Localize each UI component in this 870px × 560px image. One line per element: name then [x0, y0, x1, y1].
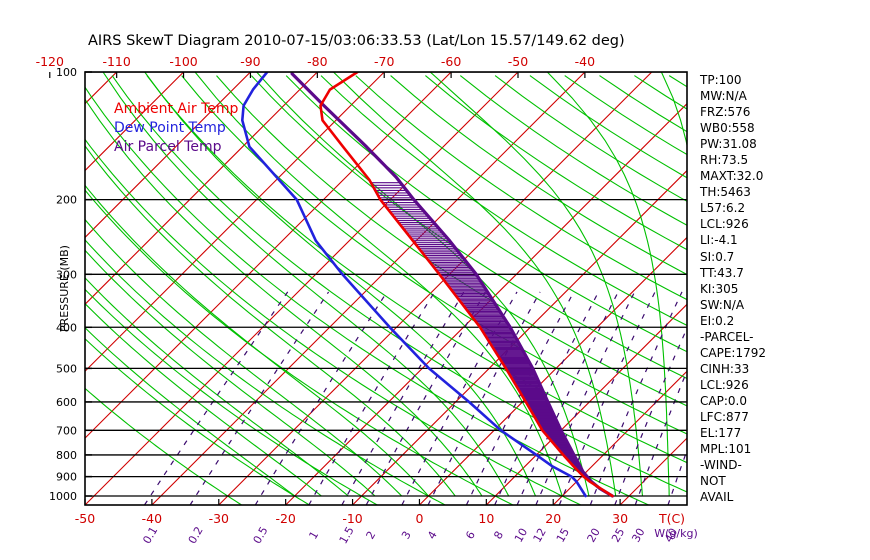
svg-text:-100: -100: [169, 54, 197, 69]
plot-frame: [49, 71, 688, 506]
svg-text:1000: 1000: [49, 490, 77, 503]
page-title: AIRS SkewT Diagram 2010-07-15/03:06:33.5…: [88, 33, 625, 49]
svg-text:40: 40: [662, 526, 680, 545]
parameter-list: TP:100 MW:N/A FRZ:576 WB0:558 PW:31.08 RH:73.…: [700, 72, 766, 505]
svg-text:-90: -90: [240, 54, 260, 69]
background-grid: [85, 72, 687, 505]
parameter-25: NOT: [700, 474, 726, 489]
svg-text:-80: -80: [307, 54, 327, 69]
parameter-23: MPL:101: [700, 442, 752, 457]
svg-text:0.2: 0.2: [186, 524, 206, 546]
svg-text:1: 1: [306, 529, 321, 542]
parameter-1: MW:N/A: [700, 89, 747, 104]
parameter-16: -PARCEL-: [700, 329, 754, 344]
parameter-6: MAXT:32.0: [700, 169, 764, 184]
svg-text:30: 30: [629, 526, 647, 545]
svg-text:15: 15: [554, 526, 572, 545]
svg-text:100: 100: [56, 66, 77, 79]
legend: Ambient Air Temp Dew Point Temp Air Parcel…: [114, 100, 238, 157]
parameter-15: EI:0.2: [700, 313, 735, 328]
svg-text:-50: -50: [508, 54, 528, 69]
svg-text:0.5: 0.5: [251, 524, 271, 546]
parameter-17: CAPE:1792: [700, 345, 766, 360]
parameter-14: SW:N/A: [700, 297, 745, 312]
parameter-26: AVAIL: [700, 490, 734, 505]
svg-text:900: 900: [56, 471, 77, 484]
svg-text:-60: -60: [441, 54, 461, 69]
parameter-2: FRZ:576: [700, 105, 751, 120]
svg-text:400: 400: [56, 321, 77, 334]
svg-text:12: 12: [531, 526, 549, 545]
svg-text:PRESSURE (MB): PRESSURE (MB): [58, 245, 71, 332]
parameter-3: WB0:558: [700, 121, 755, 136]
svg-text:W(g/kg): W(g/kg): [654, 527, 698, 540]
svg-text:4: 4: [425, 529, 440, 542]
parameter-5: RH:73.5: [700, 153, 749, 168]
parameter-7: TH:5463: [700, 185, 751, 200]
svg-text:300: 300: [56, 268, 77, 281]
parameter-4: PW:31.08: [700, 137, 757, 152]
svg-text:20: 20: [545, 511, 561, 526]
parameter-8: L57:6.2: [700, 201, 746, 216]
parameter-9: LCL:926: [700, 217, 749, 232]
parameter-13: KI:305: [700, 281, 739, 296]
parameter-20: CAP:0.0: [700, 393, 747, 408]
svg-text:-30: -30: [209, 511, 229, 526]
svg-text:30: 30: [612, 511, 628, 526]
data-curves-layer: [241, 72, 614, 498]
parameter-24: -WIND-: [700, 458, 742, 473]
svg-text:2: 2: [364, 529, 379, 542]
svg-text:-20: -20: [275, 511, 295, 526]
svg-text:-10: -10: [342, 511, 362, 526]
svg-text:3: 3: [399, 529, 414, 542]
svg-text:-70: -70: [374, 54, 394, 69]
legend-item-0: Ambient Air Temp: [114, 101, 239, 117]
svg-text:-110: -110: [102, 54, 130, 69]
svg-text:10: 10: [512, 526, 530, 545]
svg-text:20: 20: [585, 526, 603, 545]
parameter-21: LFC:877: [700, 409, 749, 424]
svg-text:1.5: 1.5: [337, 524, 357, 546]
svg-text:600: 600: [56, 396, 77, 409]
svg-text:-40: -40: [142, 511, 162, 526]
svg-text:T(C): T(C): [658, 511, 685, 526]
svg-text:-50: -50: [75, 511, 95, 526]
svg-text:200: 200: [56, 194, 77, 207]
svg-text:-40: -40: [575, 54, 595, 69]
svg-text:6: 6: [463, 529, 478, 542]
svg-text:25: 25: [609, 526, 627, 545]
parameter-19: LCL:926: [700, 377, 749, 392]
svg-text:0: 0: [415, 511, 423, 526]
svg-text:800: 800: [56, 449, 77, 462]
legend-item-1: Dew Point Temp: [114, 120, 226, 136]
legend-item-2: Air Parcel Temp: [114, 139, 222, 155]
svg-text:10: 10: [478, 511, 494, 526]
svg-text:-120: -120: [36, 54, 64, 69]
parameter-12: TT:43.7: [700, 265, 744, 280]
parameter-22: EL:177: [700, 426, 742, 441]
svg-text:8: 8: [491, 529, 506, 542]
parameter-10: LI:-4.1: [700, 233, 738, 248]
parameter-0: TP:100: [700, 73, 742, 87]
svg-text:0.1: 0.1: [140, 524, 160, 546]
parameter-11: SI:0.7: [700, 249, 735, 264]
parameter-18: CINH:33: [700, 361, 750, 376]
svg-text:500: 500: [56, 362, 77, 375]
svg-text:700: 700: [56, 424, 77, 437]
